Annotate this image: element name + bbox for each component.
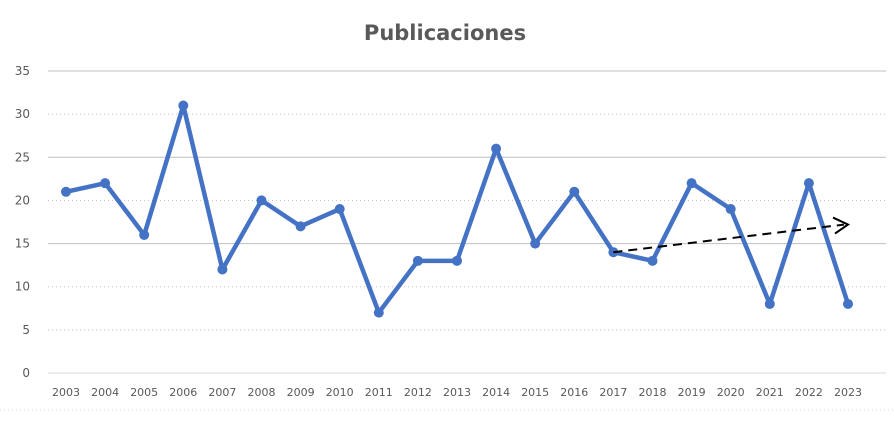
data-point (412, 255, 423, 266)
data-point (843, 298, 853, 309)
data-point (295, 221, 306, 232)
data-point (764, 298, 775, 309)
data-point (61, 186, 71, 197)
x-tick-label: 2013 (443, 386, 471, 399)
data-point (569, 186, 580, 197)
data-point (803, 178, 814, 189)
data-point (608, 247, 619, 258)
y-tick-label: 20 (15, 193, 30, 207)
data-point (530, 238, 541, 249)
y-tick-label: 5 (22, 323, 30, 337)
x-tick-label: 2008 (248, 386, 276, 399)
trend-arrow (613, 216, 851, 254)
x-tick-label: 2016 (560, 386, 588, 399)
data-point (139, 229, 150, 240)
x-tick-label: 2007 (208, 386, 236, 399)
x-tick-label: 2009 (287, 386, 315, 399)
data-point (686, 178, 697, 189)
x-tick-label: 2011 (365, 386, 393, 399)
data-point (334, 204, 345, 215)
chart-title: Publicaciones (364, 21, 526, 45)
y-tick-label: 25 (15, 150, 30, 164)
x-tick-label: 2023 (834, 386, 862, 399)
data-point (725, 204, 736, 215)
arrow-head-icon (832, 216, 851, 235)
data-point (452, 255, 462, 266)
x-tick-label: 2004 (91, 386, 119, 399)
y-tick-label: 35 (15, 64, 30, 78)
x-tick-label: 2012 (404, 386, 432, 399)
data-point (100, 178, 111, 189)
data-point (373, 307, 384, 318)
x-tick-label: 2021 (756, 386, 784, 399)
x-tick-label: 2010 (326, 386, 354, 399)
x-tick-label: 2003 (52, 386, 80, 399)
y-tick-label: 10 (15, 280, 30, 294)
x-tick-label: 2020 (717, 386, 745, 399)
x-tick-label: 2018 (639, 386, 667, 399)
data-point (647, 255, 658, 266)
data-point (217, 264, 228, 275)
data-point (491, 143, 502, 154)
gridlines (48, 70, 886, 374)
y-tick-label: 30 (15, 107, 30, 121)
x-tick-label: 2022 (795, 386, 823, 399)
x-tick-label: 2006 (169, 386, 197, 399)
x-tick-label: 2005 (130, 386, 158, 399)
x-tick-label: 2019 (678, 386, 706, 399)
x-axis: 2003 2004 2005 2006 2007 2008 2009 2010 2011 2012… (52, 386, 862, 399)
data-point (178, 100, 189, 111)
x-tick-label: 2014 (482, 386, 510, 399)
y-tick-label: 15 (15, 237, 30, 251)
x-tick-label: 2017 (599, 386, 627, 399)
trend-line (613, 223, 845, 254)
series-line (61, 100, 853, 318)
y-tick-label: 0 (22, 366, 30, 380)
x-tick-label: 2015 (521, 386, 549, 399)
y-axis: 0 5 10 15 20 25 30 35 (15, 64, 30, 380)
data-point (256, 195, 267, 206)
